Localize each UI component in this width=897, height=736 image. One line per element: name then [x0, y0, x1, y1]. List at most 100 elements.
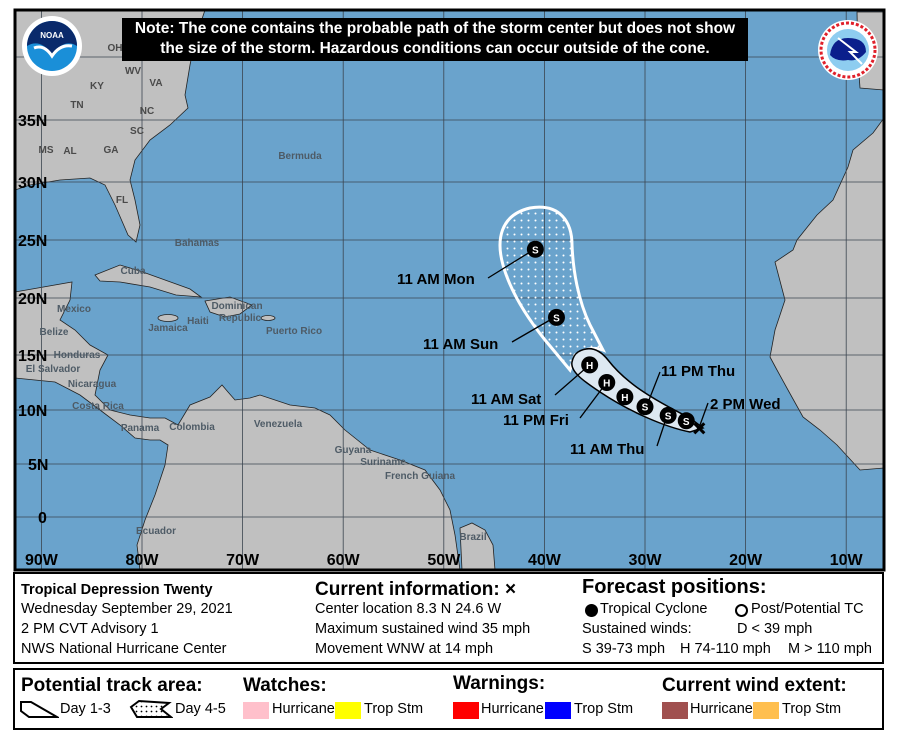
state-label: FL	[116, 195, 128, 206]
time-label: 11 PM Fri	[503, 412, 569, 429]
tropical-cyclone-label: Tropical Cyclone	[600, 601, 708, 617]
trop-stm-warning-label: Trop Stm	[574, 701, 634, 717]
track-area-header: Potential track area:	[21, 675, 203, 696]
trop-stm-wind-swatch	[753, 702, 779, 719]
h-range: H 74-110 mph	[680, 641, 771, 657]
place-label: Cuba	[121, 266, 146, 277]
day-1-3-cone-icon	[20, 701, 59, 718]
place-label: Suriname	[360, 457, 406, 468]
wind-extent-header: Current wind extent:	[662, 675, 847, 696]
place-label: Dominican	[211, 301, 262, 312]
forecast-position-marker: H	[581, 356, 599, 374]
d-range: D < 39 mph	[737, 621, 813, 637]
intensity-letter: S	[532, 245, 539, 256]
day-1-3-label: Day 1-3	[60, 701, 111, 717]
movement: Movement WNW at 14 mph	[315, 641, 494, 657]
intensity-letter: S	[642, 403, 649, 414]
warnings-header: Warnings:	[453, 673, 546, 694]
max-wind: Maximum sustained wind 35 mph	[315, 621, 531, 637]
advisory-date: Wednesday September 29, 2021	[21, 601, 233, 617]
intensity-letter: H	[586, 361, 593, 372]
place-label: Puerto Rico	[266, 326, 322, 337]
intensity-letter: S	[665, 411, 672, 422]
hurricane-wind-label: Hurricane	[690, 701, 753, 717]
longitude-label: 40W	[528, 552, 562, 569]
latitude-label: 5N	[28, 457, 48, 474]
state-label: WV	[125, 66, 141, 77]
latitude-label: 25N	[18, 233, 47, 250]
longitude-label: 10W	[830, 552, 864, 569]
forecast-position-marker: H	[598, 374, 616, 391]
day-4-5-label: Day 4-5	[175, 701, 226, 717]
hurricane-wind-swatch	[662, 702, 688, 719]
state-label: SC	[130, 126, 144, 137]
place-label: Nicaragua	[68, 379, 117, 390]
state-label: OH	[108, 43, 123, 54]
cone-day-4-5	[498, 205, 607, 374]
forecast-position-marker: H	[616, 388, 634, 406]
hurricane-watch-swatch	[243, 702, 269, 719]
day-4-5-cone-icon	[129, 699, 173, 718]
intensity-letter: H	[621, 393, 628, 404]
latitude-label: 30N	[18, 175, 47, 192]
place-label: Honduras	[54, 350, 101, 361]
svg-text:NOAA: NOAA	[40, 31, 64, 40]
hurricane-warning-label: Hurricane	[481, 701, 544, 717]
place-label: Guyana	[335, 445, 372, 456]
current-info-header: Current information: ×	[315, 579, 517, 600]
intensity-letter: H	[603, 379, 610, 390]
forecast-position-marker: S	[526, 240, 544, 258]
place-label: Colombia	[169, 422, 215, 433]
place-label: Haiti	[187, 316, 209, 327]
forecast-position-marker: S	[677, 412, 695, 430]
longitude-label: 90W	[25, 552, 59, 569]
cone-disclaimer-note: Note: The cone contains the probable pat…	[122, 18, 748, 61]
note-line-1: Note: The cone contains the probable pat…	[134, 20, 736, 37]
latitude-label: 35N	[18, 113, 47, 130]
state-label: AL	[63, 146, 76, 157]
leader-lines	[487, 251, 709, 447]
time-label: 2 PM Wed	[710, 396, 781, 413]
note-line-2: the size of the storm. Hazardous conditi…	[160, 40, 710, 57]
latitude-label: 15N	[18, 348, 47, 365]
longitude-label: 50W	[427, 552, 461, 569]
land-central-south-america	[15, 281, 461, 570]
place-label: Ecuador	[136, 526, 176, 537]
forecast-header: Forecast positions:	[582, 576, 767, 598]
land-africa	[769, 117, 884, 471]
place-label: Costa Rica	[72, 401, 124, 412]
storm-info-panel: Tropical Depression Twenty Wednesday Sep…	[13, 572, 884, 664]
place-label: Bahamas	[175, 238, 220, 249]
longitude-label: 70W	[226, 552, 260, 569]
state-label: KY	[90, 81, 104, 92]
longitude-label: 60W	[327, 552, 361, 569]
place-label: Belize	[40, 327, 69, 338]
tropical-cyclone-dot-icon	[585, 604, 598, 617]
hurricane-watch-label: Hurricane	[272, 701, 335, 717]
place-label: Venezuela	[254, 419, 303, 430]
m-range: M > 110 mph	[788, 641, 872, 657]
post-potential-circle-icon	[735, 604, 748, 617]
place-label: El Salvador	[26, 364, 81, 375]
land-puerto-rico	[260, 315, 276, 321]
place-label: Republic	[219, 313, 262, 324]
trop-stm-warning-swatch	[545, 702, 571, 719]
time-label: 11 PM Thu	[661, 363, 735, 380]
noaa-logo: NOAA	[22, 16, 82, 76]
longitude-label: 30W	[629, 552, 663, 569]
place-label: Mexico	[57, 304, 91, 315]
place-label: French Guiana	[385, 471, 455, 482]
watches-header: Watches:	[243, 675, 327, 696]
s-range: S 39-73 mph	[582, 641, 666, 657]
latitude-label: 10N	[18, 403, 47, 420]
land-cuba	[94, 264, 203, 298]
longitude-label: 20W	[729, 552, 763, 569]
hurricane-warning-swatch	[453, 702, 479, 719]
place-label: Jamaica	[148, 323, 188, 334]
time-label: 11 AM Mon	[397, 271, 475, 288]
place-label: Panama	[121, 423, 160, 434]
state-label: TN	[70, 100, 83, 111]
trop-stm-wind-label: Trop Stm	[782, 701, 842, 717]
latitude-label: 20N	[18, 291, 47, 308]
